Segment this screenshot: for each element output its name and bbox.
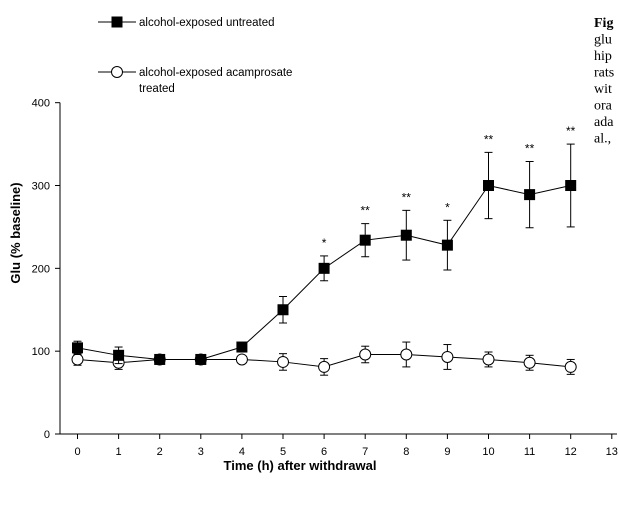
x-tick-label: 5 [280, 446, 286, 458]
y-tick-label: 300 [32, 181, 50, 193]
x-tick-label: 10 [482, 446, 494, 458]
significance-label: ** [566, 124, 576, 138]
caption-line: rats [594, 66, 614, 81]
x-tick-label: 4 [239, 446, 245, 458]
data-point [113, 349, 125, 361]
data-point [277, 304, 289, 316]
data-point [524, 189, 536, 201]
data-point [236, 341, 248, 353]
y-axis-label: Glu (% baseline) [8, 182, 23, 283]
significance-label: ** [484, 132, 494, 146]
data-point [359, 234, 371, 246]
x-tick-label: 9 [444, 446, 450, 458]
y-tick-label: 200 [32, 263, 50, 275]
x-tick-label: 0 [74, 446, 80, 458]
caption-line: al., [594, 132, 611, 147]
data-point [154, 353, 166, 365]
significance-label: ** [525, 141, 535, 155]
x-tick-label: 13 [606, 446, 618, 458]
data-point [441, 239, 453, 251]
data-point [523, 356, 536, 369]
data-point [359, 348, 372, 361]
legend-item-untreated: alcohol-exposed untreated [98, 16, 275, 29]
legend: alcohol-exposed untreated alcohol-exposed… [98, 16, 292, 95]
series-untreated: ************ [72, 124, 577, 365]
data-point [441, 350, 454, 363]
data-point [400, 229, 412, 241]
y-tick-label: 100 [32, 346, 50, 358]
legend-label: treated [139, 83, 175, 95]
data-point [195, 353, 207, 365]
legend-label: alcohol-exposed acamprosate [139, 67, 292, 79]
caption-line: hip [594, 49, 612, 64]
legend-marker [111, 16, 123, 28]
caption-line: ada [594, 115, 614, 130]
data-point [71, 353, 84, 366]
data-point [318, 360, 331, 373]
x-tick-label: 8 [403, 446, 409, 458]
y-tick-label: 400 [32, 98, 50, 110]
x-tick-label: 2 [157, 446, 163, 458]
x-tick-label: 7 [362, 446, 368, 458]
x-tick-label: 6 [321, 446, 327, 458]
y-tick-label: 0 [44, 429, 50, 441]
x-tick-label: 12 [565, 446, 577, 458]
x-axis-label: Time (h) after withdrawal [224, 458, 377, 473]
x-tick-label: 11 [524, 446, 535, 458]
caption-line: wit [594, 82, 612, 97]
x-tick-label: 3 [198, 446, 204, 458]
series-layer: ************ [71, 124, 577, 376]
data-point [482, 353, 495, 366]
significance-label: * [322, 236, 327, 250]
data-point [277, 355, 289, 368]
legend-item-acamprosate: alcohol-exposed acamprosate treated [98, 66, 292, 95]
data-point [483, 180, 494, 192]
significance-label: * [445, 200, 450, 214]
caption-line: Fig [594, 16, 613, 31]
caption-line: ora [594, 99, 613, 114]
significance-label: ** [402, 190, 412, 204]
x-axis-ticks: 0 1 2 3 4 5 6 7 8 9 10 11 12 13 [74, 434, 618, 458]
data-point [564, 360, 577, 373]
data-point [400, 348, 413, 361]
legend-label: alcohol-exposed untreated [139, 17, 275, 29]
significance-label: ** [361, 204, 371, 218]
y-axis-ticks: 0 100 200 300 400 [32, 98, 60, 441]
legend-marker [111, 66, 123, 78]
data-point [235, 353, 248, 366]
caption-line: glu [594, 33, 612, 48]
data-point [565, 180, 577, 192]
x-tick-label: 1 [116, 446, 122, 458]
data-point [318, 262, 330, 274]
data-point [72, 342, 83, 354]
